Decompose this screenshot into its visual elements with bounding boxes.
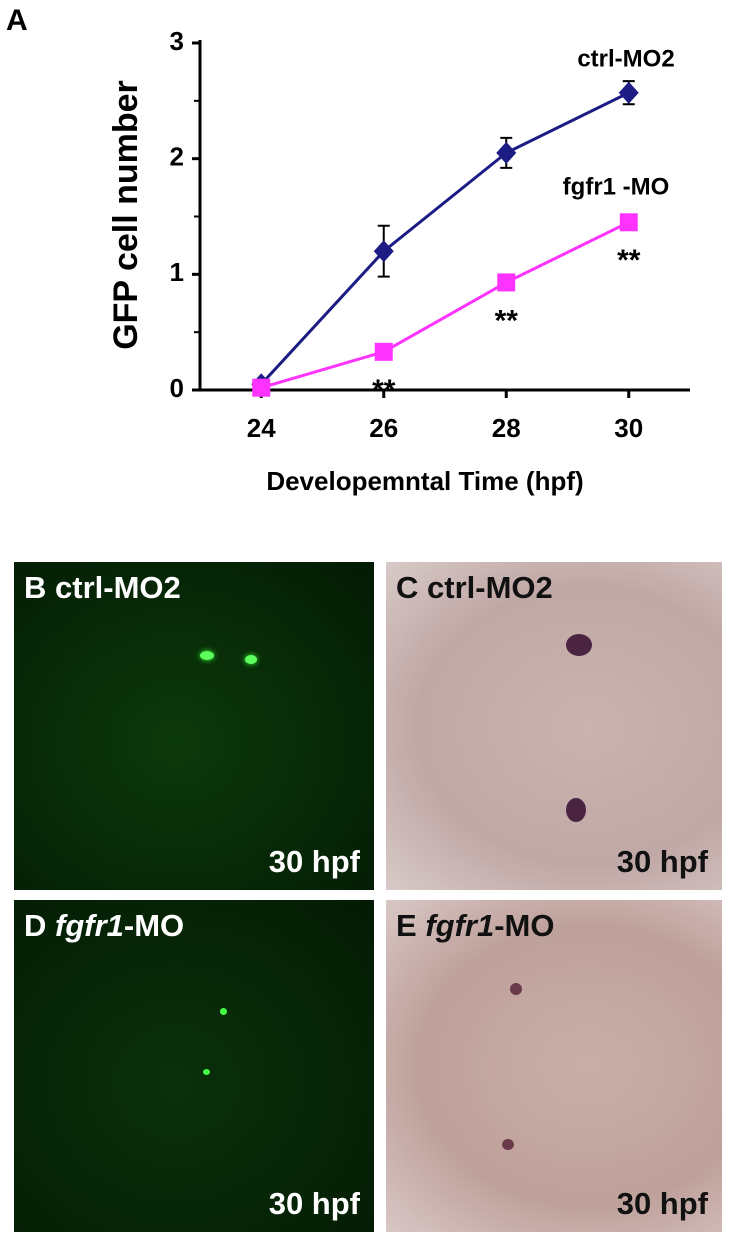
panel-title: -MO xyxy=(494,908,555,943)
gfp-cell xyxy=(245,655,257,664)
panel-letter: C xyxy=(396,570,419,605)
x-tick-label: 28 xyxy=(492,413,521,443)
x-tick-label: 24 xyxy=(247,413,276,443)
panel-time: 30 hpf xyxy=(268,1186,360,1221)
y-tick-label: 0 xyxy=(170,373,184,403)
x-tick-label: 30 xyxy=(614,413,643,443)
data-point xyxy=(619,213,638,232)
significance: ** xyxy=(495,304,519,337)
data-point xyxy=(497,273,516,292)
chart: A GFP cell number Developemntal Time (hp… xyxy=(6,4,690,496)
panel-label: E fgfr1-MO xyxy=(396,908,554,944)
panel-time: 30 hpf xyxy=(616,844,708,879)
panel-time: 30 hpf xyxy=(268,844,360,879)
panel-title: ctrl-MO2 xyxy=(427,570,553,605)
data-point xyxy=(496,141,517,164)
panel-letter: B xyxy=(24,570,47,605)
series-line xyxy=(260,220,630,390)
y-tick-label: 1 xyxy=(170,257,184,287)
significance: ** xyxy=(372,374,396,407)
gene-name: fgfr1 xyxy=(55,908,124,943)
panel-letter: E xyxy=(396,908,417,943)
gfp-cell xyxy=(220,1008,227,1015)
data-point xyxy=(373,240,394,263)
gfp-cell xyxy=(203,1069,210,1075)
y-tick-label: 2 xyxy=(170,142,184,172)
stained-cell xyxy=(510,983,522,995)
panel-letter: D xyxy=(24,908,47,943)
data-point xyxy=(374,342,393,361)
panel-c: C ctrl-MO2 30 hpf xyxy=(386,562,722,890)
series-line xyxy=(260,91,630,386)
data-point xyxy=(252,378,271,397)
panel-e: E fgfr1-MO 30 hpf xyxy=(386,900,722,1232)
panel-label: B ctrl-MO2 xyxy=(24,570,181,606)
stained-cell xyxy=(566,634,592,656)
y-axis-title: GFP cell number xyxy=(107,80,145,350)
data-point xyxy=(618,81,639,104)
stained-cell xyxy=(502,1139,514,1150)
panel-title: -MO xyxy=(123,908,185,943)
significance: ** xyxy=(617,244,641,277)
series-label: fgfr1 -MO xyxy=(563,173,670,200)
stained-cell xyxy=(566,798,586,822)
panel-b: B ctrl-MO2 30 hpf xyxy=(14,562,374,890)
x-axis-title: Developemntal Time (hpf) xyxy=(266,466,583,496)
y-tick-label: 3 xyxy=(170,26,184,56)
panel-label: D fgfr1-MO xyxy=(24,908,184,944)
panel-time: 30 hpf xyxy=(616,1186,708,1221)
panel-title: ctrl-MO2 xyxy=(55,570,181,605)
gfp-cell xyxy=(200,651,214,660)
panel-label: C ctrl-MO2 xyxy=(396,570,553,606)
panel-label: A xyxy=(6,4,28,37)
panel-d: D fgfr1-MO 30 hpf xyxy=(14,900,374,1232)
series-label: ctrl-MO2 xyxy=(577,45,674,72)
x-tick-label: 26 xyxy=(369,413,398,443)
gene-name: fgfr1 xyxy=(425,908,495,943)
